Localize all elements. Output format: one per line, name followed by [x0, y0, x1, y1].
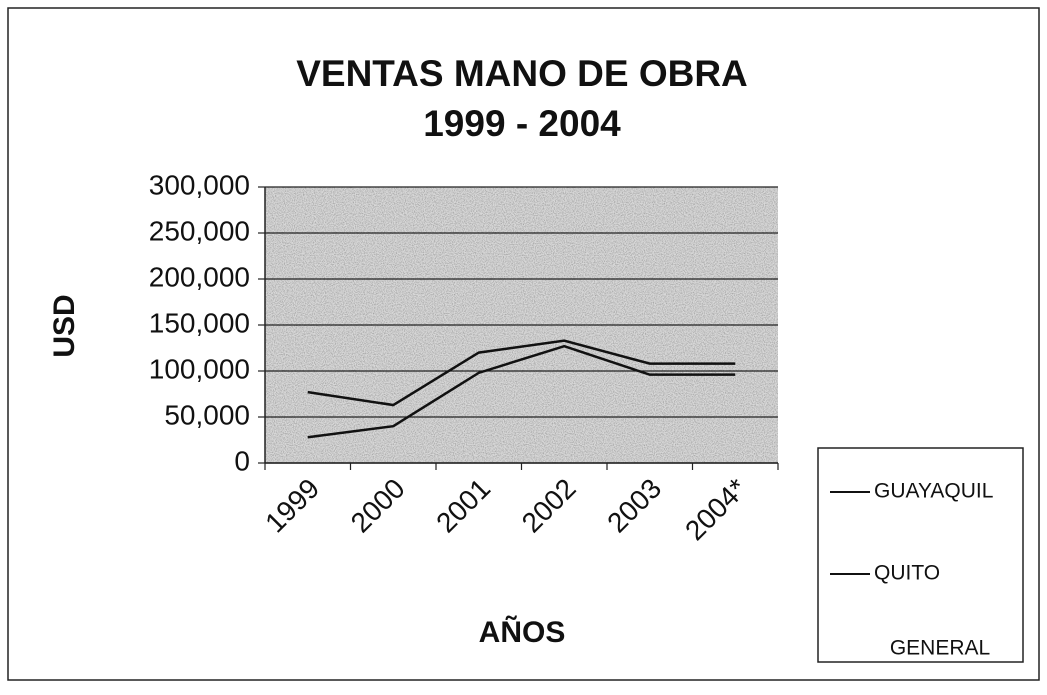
- legend: [817, 447, 1024, 663]
- x-axis-label: AÑOS: [479, 615, 566, 649]
- y-tick-label: 0: [234, 445, 250, 476]
- y-axis-label: USD: [48, 294, 81, 357]
- legend-label: QUITO: [874, 562, 940, 585]
- y-tick-label: 200,000: [149, 261, 250, 292]
- legend-label: GENERAL: [890, 637, 990, 660]
- y-tick-label: 250,000: [149, 215, 250, 246]
- y-tick-label: 50,000: [164, 399, 250, 430]
- legend-label: GUAYAQUIL: [874, 480, 993, 503]
- y-tick-label: 150,000: [149, 307, 250, 338]
- y-tick-label: 100,000: [149, 353, 250, 384]
- chart-title: VENTAS MANO DE OBRA: [296, 53, 748, 94]
- series-line: [307, 339, 736, 407]
- chart-subtitle: 1999 - 2004: [423, 103, 621, 144]
- series-line: [307, 344, 736, 439]
- y-tick-label: 300,000: [149, 169, 250, 200]
